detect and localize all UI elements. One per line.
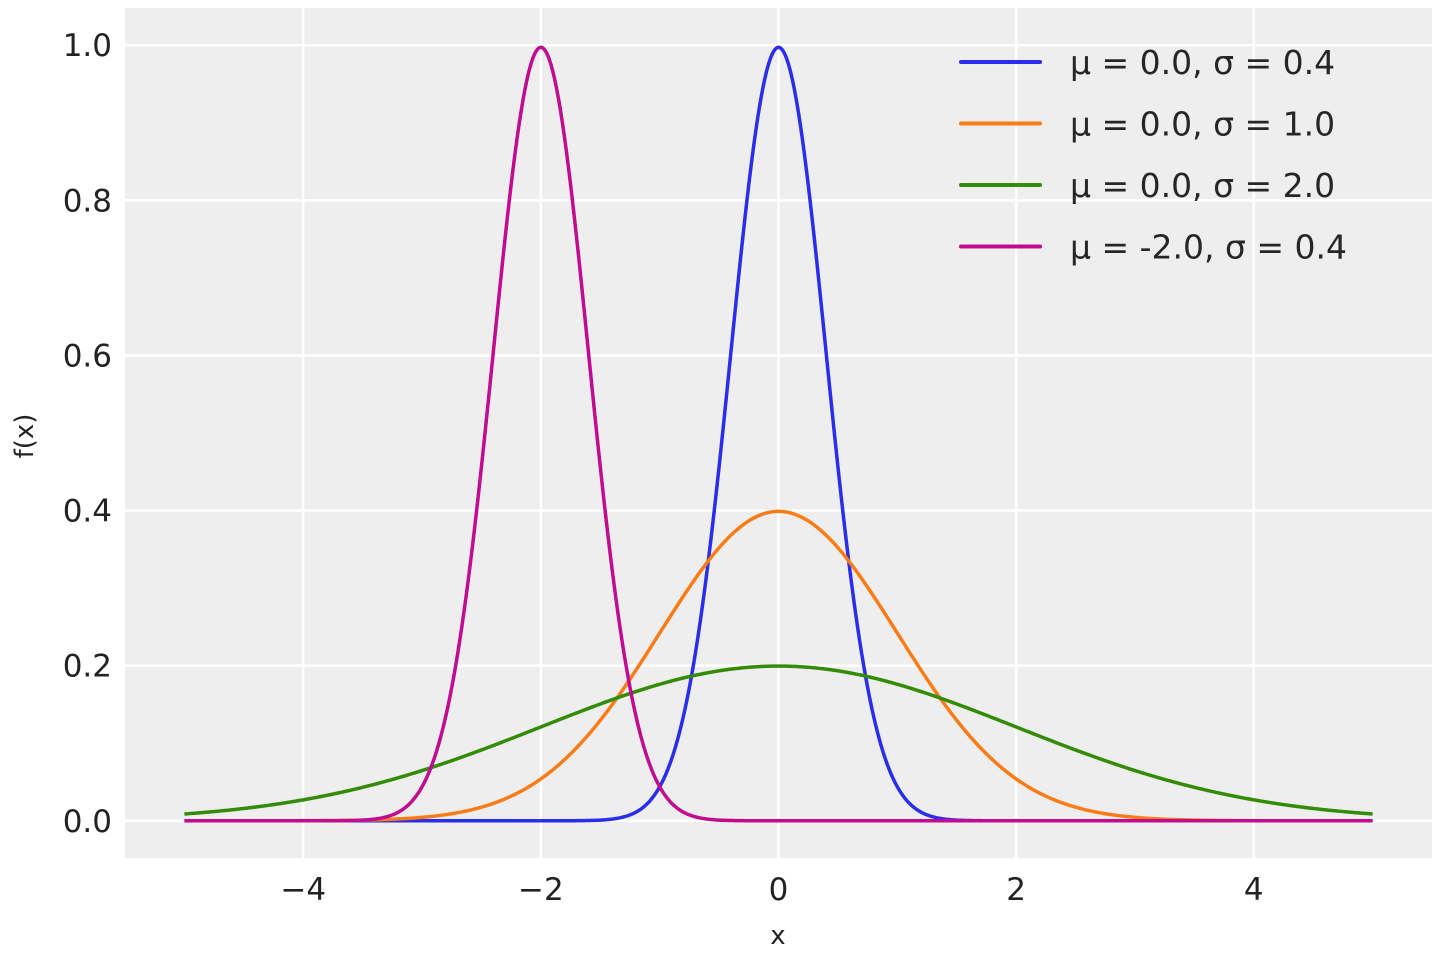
y-tick-label: 1.0	[63, 28, 112, 64]
y-tick-label: 0.0	[63, 804, 112, 840]
legend-item: μ = -2.0, σ = 0.4	[959, 228, 1347, 267]
series-line-3	[184, 664, 1373, 816]
y-tick-label: 0.4	[63, 494, 112, 530]
x-tick-label: −4	[280, 872, 326, 908]
legend-item: μ = 0.0, σ = 1.0	[959, 105, 1335, 144]
y-tick-labels: 0.0 0.2 0.4 0.6 0.8 1.0	[63, 28, 112, 840]
series-line-4	[184, 45, 1373, 823]
x-tick-labels: −4 −2 0 2 4	[280, 872, 1263, 908]
series-lines	[184, 45, 1373, 823]
x-tick-label: −2	[518, 872, 564, 908]
legend: μ = 0.0, σ = 0.4 μ = 0.0, σ = 1.0 μ = 0.0,…	[959, 43, 1347, 267]
y-tick-label: 0.2	[63, 649, 112, 685]
x-tick-label: 0	[769, 872, 789, 908]
legend-label: μ = 0.0, σ = 1.0	[1070, 105, 1335, 144]
y-tick-label: 0.6	[63, 338, 112, 374]
x-axis-label: x	[770, 921, 785, 951]
y-axis-label: f(x)	[10, 414, 40, 459]
legend-label: μ = -2.0, σ = 0.4	[1070, 228, 1347, 267]
legend-label: μ = 0.0, σ = 2.0	[1070, 166, 1335, 205]
legend-label: μ = 0.0, σ = 0.4	[1070, 43, 1335, 82]
x-tick-label: 4	[1244, 872, 1264, 908]
legend-item: μ = 0.0, σ = 2.0	[959, 166, 1335, 205]
y-tick-label: 0.8	[63, 183, 112, 219]
grid	[125, 8, 1432, 858]
legend-item: μ = 0.0, σ = 0.4	[959, 43, 1335, 82]
x-tick-label: 2	[1006, 872, 1026, 908]
